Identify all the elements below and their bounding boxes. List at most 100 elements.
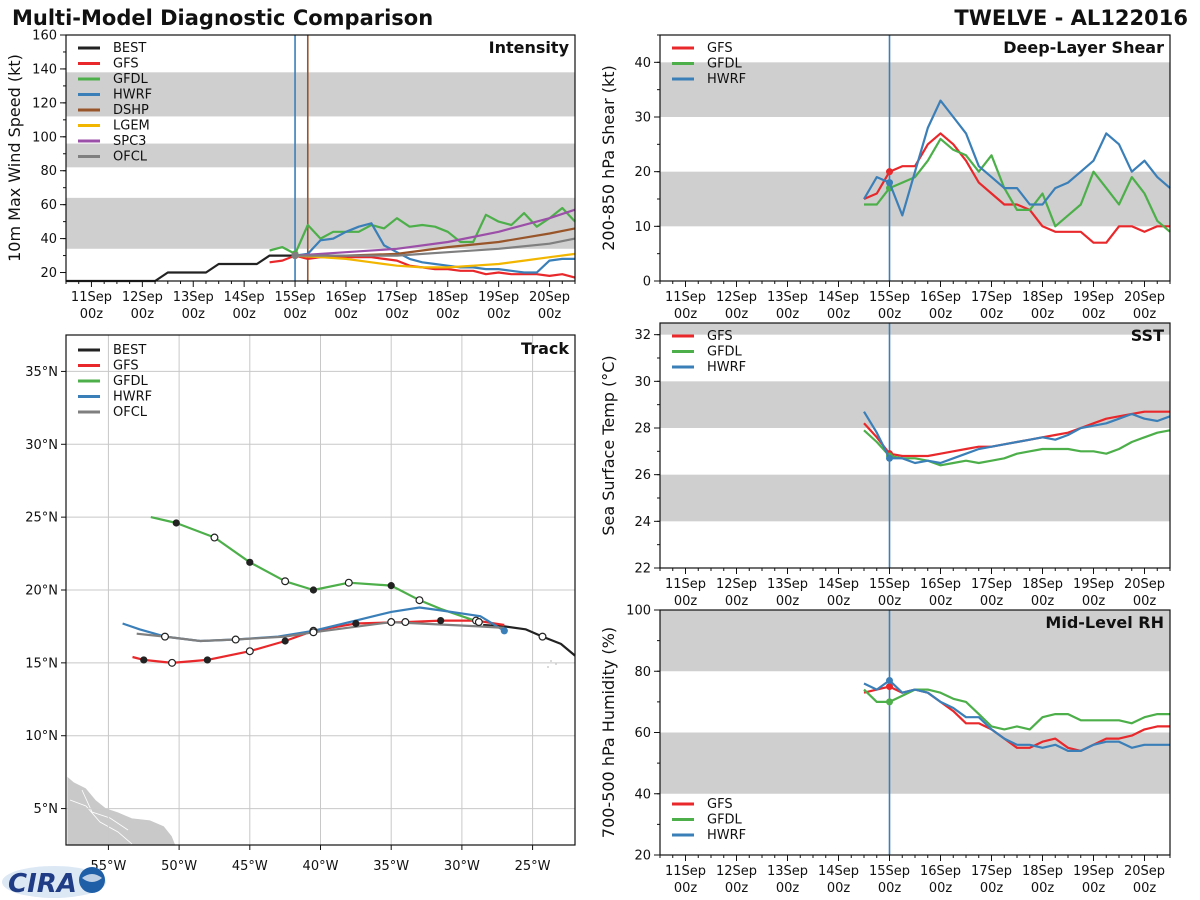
- sst-marker-hwrf: [886, 454, 893, 462]
- shear-shade-band: [660, 62, 1170, 117]
- sst-x-label: 17Sep: [971, 577, 1012, 592]
- rh-x-label: 12Sep: [716, 864, 757, 879]
- sst-panel-title: SST: [1131, 326, 1164, 345]
- rh-shade-band: [660, 732, 1170, 794]
- track-panel: 55°W 50°W 45°W 40°W 35°W 30°W 25°W5°N10°N15°N2…: [25, 334, 576, 874]
- sst-shade-band: [660, 474, 1170, 522]
- sst-y-label: 30: [634, 375, 651, 390]
- shear-legend-label: GFDL: [707, 57, 743, 72]
- intensity-x-label-hour: 00z: [436, 307, 460, 322]
- track-open-marker: [344, 578, 353, 587]
- intensity-legend-label: LGEM: [113, 119, 150, 134]
- sst-x-label-hour: 00z: [1031, 594, 1055, 609]
- sst-x-label-hour: 00z: [674, 594, 698, 609]
- intensity-y-label: 20: [40, 266, 57, 281]
- sst-legend-label: GFS: [707, 329, 733, 344]
- track-x-label: 35°W: [373, 859, 409, 874]
- sst-panel: 11Sep 00z 12Sep 00z 13Sep 00z 14Sep 00z 15Sep 00z…: [599, 322, 1171, 609]
- rh-series-hwrf: [863, 679, 1170, 753]
- shear-panel: 11Sep 00z 12Sep 00z 13Sep 00z 14Sep 00z 15Sep 00z…: [599, 34, 1171, 322]
- track-open-marker: [415, 596, 424, 605]
- shear-marker-gfs: [886, 168, 893, 176]
- rh-x-label: 11Sep: [665, 864, 706, 879]
- intensity-legend-label: SPC3: [113, 134, 146, 149]
- shear-x-label: 12Sep: [716, 290, 757, 305]
- shear-x-label-hour: 00z: [1082, 307, 1106, 322]
- shear-legend-label: HWRF: [707, 72, 746, 87]
- shear-y-label: 10: [634, 220, 651, 235]
- rh-x-label-hour: 00z: [674, 881, 698, 896]
- shear-x-label: 19Sep: [1073, 290, 1114, 305]
- rh-panel: 11Sep 00z 12Sep 00z 13Sep 00z 14Sep 00z 15Sep 00z…: [599, 604, 1171, 896]
- track-open-marker: [538, 632, 547, 641]
- intensity-x-label-hour: 00z: [283, 307, 307, 322]
- shear-x-label: 16Sep: [920, 290, 961, 305]
- rh-y-label: 20: [634, 849, 651, 864]
- track-y-label: 15°N: [25, 656, 58, 671]
- intensity-marker-ofcl: [291, 252, 299, 260]
- rh-shade-band: [660, 610, 1170, 672]
- shear-x-label-hour: 00z: [827, 307, 851, 322]
- rh-x-label: 20Sep: [1124, 864, 1165, 879]
- shear-x-label-hour: 00z: [980, 307, 1004, 322]
- shear-series-gfdl: [864, 137, 1171, 233]
- shear-x-label: 14Sep: [818, 290, 859, 305]
- intensity-x-label: 20Sep: [529, 290, 570, 305]
- sst-y-axis-label: Sea Surface Temp (°C): [599, 355, 618, 535]
- rh-panel-title: Mid-Level RH: [1045, 613, 1164, 632]
- track-filled-marker: [281, 637, 289, 645]
- intensity-y-label: 40: [40, 232, 57, 247]
- rh-x-label-hour: 00z: [1082, 881, 1106, 896]
- shear-x-label-hour: 00z: [674, 307, 698, 322]
- shear-x-label-hour: 00z: [1133, 307, 1157, 322]
- track-open-marker: [309, 628, 318, 637]
- intensity-series-gfdl: [269, 206, 576, 255]
- rh-x-label-hour: 00z: [1031, 881, 1055, 896]
- rh-x-label: 17Sep: [971, 864, 1012, 879]
- sst-x-label-hour: 00z: [725, 594, 749, 609]
- shear-legend-label: GFS: [707, 41, 733, 56]
- sst-legend-label: GFDL: [707, 345, 743, 360]
- track-x-label: 25°W: [515, 859, 551, 874]
- rh-legend-label: HWRF: [707, 828, 746, 843]
- track-filled-marker: [172, 519, 180, 527]
- track-open-marker: [401, 618, 410, 627]
- intensity-x-label-hour: 00z: [131, 307, 155, 322]
- intensity-x-label-hour: 00z: [538, 307, 562, 322]
- rh-y-label: 100: [626, 604, 651, 619]
- intensity-legend-label: GFDL: [113, 72, 149, 87]
- sst-y-label: 26: [634, 468, 651, 483]
- rh-y-label: 80: [634, 665, 651, 680]
- track-open-marker: [387, 618, 396, 627]
- shear-x-label: 18Sep: [1022, 290, 1063, 305]
- intensity-x-label: 16Sep: [325, 290, 366, 305]
- sst-y-label: 32: [634, 328, 651, 343]
- intensity-x-label-hour: 00z: [385, 307, 409, 322]
- intensity-x-label-hour: 00z: [487, 307, 511, 322]
- intensity-x-label: 17Sep: [376, 290, 417, 305]
- rh-x-label-hour: 00z: [980, 881, 1004, 896]
- rh-x-label: 16Sep: [920, 864, 961, 879]
- intensity-y-label: 160: [32, 29, 57, 44]
- sst-y-label: 22: [634, 562, 651, 577]
- track-x-label: 40°W: [303, 859, 339, 874]
- intensity-panel: 11Sep 00z 12Sep 00z 13Sep 00z 14Sep 00z 15Sep 00z…: [5, 29, 576, 322]
- track-series-ofcl: [136, 620, 505, 643]
- intensity-series-spc3: [295, 208, 576, 257]
- sst-x-label-hour: 00z: [776, 594, 800, 609]
- track-legend-label: GFS: [113, 359, 139, 374]
- track-open-marker: [281, 577, 290, 586]
- track-series-best: [483, 623, 576, 657]
- intensity-legend-label: DSHP: [113, 103, 149, 118]
- shear-x-label-hour: 00z: [878, 307, 902, 322]
- rh-x-label-hour: 00z: [725, 881, 749, 896]
- sst-x-label-hour: 00z: [929, 594, 953, 609]
- sst-legend-label: HWRF: [707, 360, 746, 375]
- track-y-label: 20°N: [25, 584, 58, 599]
- track-y-label: 5°N: [34, 802, 59, 817]
- intensity-x-label-hour: 00z: [232, 307, 256, 322]
- track-open-marker: [474, 618, 483, 627]
- shear-x-label-hour: 00z: [725, 307, 749, 322]
- shear-x-label-hour: 00z: [776, 307, 800, 322]
